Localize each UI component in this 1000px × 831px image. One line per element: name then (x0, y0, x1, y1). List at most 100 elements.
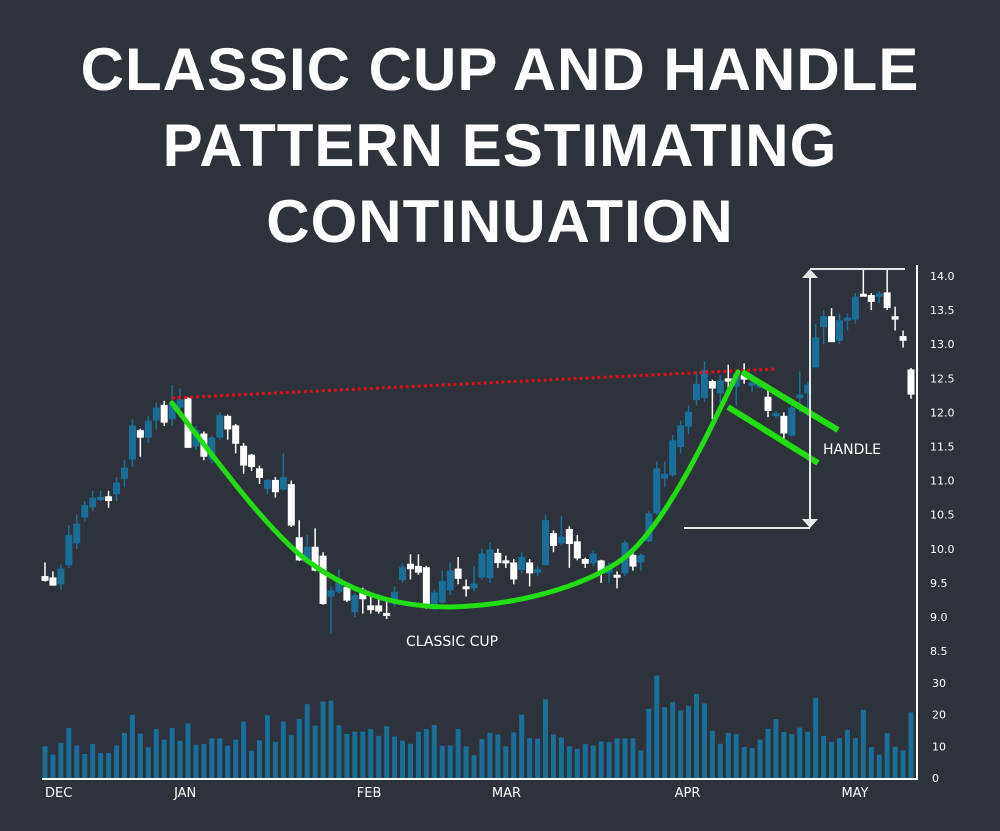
month-label: FEB (357, 786, 382, 801)
candle (629, 552, 637, 571)
candle (240, 443, 248, 474)
candle (287, 480, 295, 527)
candle (327, 586, 335, 635)
volume-bar (749, 748, 755, 778)
candle-body (152, 407, 160, 421)
candle-body (287, 484, 295, 526)
candle (700, 361, 708, 403)
candle (549, 530, 557, 553)
candle (208, 435, 216, 464)
candle-body (414, 565, 422, 573)
volume-bar (511, 732, 517, 778)
price-tick: 13.5 (930, 304, 955, 317)
candle-body (534, 569, 542, 573)
volume-bar (892, 746, 898, 778)
candle-body (176, 399, 184, 408)
candle (692, 371, 700, 406)
candle (653, 461, 661, 515)
volume-bar (288, 735, 294, 778)
candle-body (232, 425, 240, 444)
volume-tick-labels: 30 20 10 0 (932, 677, 946, 785)
volume-bar (662, 706, 668, 778)
volume-bar (805, 731, 811, 778)
candle (454, 556, 462, 585)
volume-bar (598, 741, 604, 778)
candle (263, 479, 271, 495)
candle-body (478, 553, 486, 578)
candle-body (279, 477, 287, 490)
candle-body (144, 420, 152, 438)
candle-body (891, 316, 899, 320)
volume-bar (821, 735, 827, 778)
handle-label: HANDLE (823, 442, 881, 458)
volume-tick: 30 (932, 677, 946, 690)
candle (438, 570, 446, 604)
month-label: APR (675, 786, 701, 801)
candle-body (446, 570, 454, 591)
volume-bar (376, 735, 382, 778)
volume-bar (368, 728, 374, 778)
candle-body (81, 505, 89, 518)
price-tick: 12.5 (930, 372, 955, 385)
candle (105, 490, 113, 508)
volume-bar (646, 708, 652, 778)
volume-bar (304, 704, 310, 778)
volume-bar (678, 710, 684, 778)
candle-body (835, 320, 843, 341)
volume-bar (74, 745, 80, 778)
volume-bar (257, 740, 263, 778)
candle (772, 411, 780, 418)
candle-body (597, 560, 605, 574)
candle-body (335, 578, 343, 592)
volume-bar (606, 742, 612, 778)
candle (383, 598, 391, 620)
volume-bar (630, 738, 636, 778)
volume-bar (566, 746, 572, 778)
candle-body (899, 336, 907, 341)
candle-body (359, 589, 367, 600)
volume-bar (328, 700, 334, 778)
candle-body (343, 586, 351, 601)
volume-bar (550, 734, 556, 778)
candle-body (263, 479, 271, 489)
candle (144, 415, 152, 444)
candle-body (160, 404, 168, 423)
volume-bar (558, 737, 564, 778)
volume-bar (900, 750, 906, 778)
volume-bar (98, 752, 104, 778)
candle (216, 412, 224, 440)
candle (49, 571, 57, 586)
candle (113, 477, 121, 502)
candle-body (422, 567, 430, 608)
candle (685, 405, 693, 435)
volume-tick: 10 (932, 740, 946, 753)
candle-body (49, 577, 57, 586)
candle-body (120, 467, 128, 480)
candle (859, 269, 867, 297)
candle-body (113, 482, 121, 495)
candle (271, 477, 279, 498)
candle-body (510, 562, 518, 580)
candle-body (804, 384, 812, 394)
volume-bar (813, 697, 819, 778)
volume-bar (233, 739, 239, 778)
volume-bar (177, 740, 183, 778)
candle (843, 313, 851, 331)
candle-body (740, 374, 748, 380)
volume-bar (400, 740, 406, 778)
volume-bar (407, 743, 413, 778)
volume-bar (161, 739, 167, 778)
candle-body (526, 562, 534, 574)
volume-bar (423, 728, 429, 778)
volume-bar (121, 732, 127, 778)
volume-bar (392, 736, 398, 778)
candle-body (637, 554, 645, 563)
candle-body (462, 586, 470, 590)
candle (248, 454, 256, 472)
candle-body (589, 553, 597, 564)
candle (907, 368, 915, 399)
candle-body (105, 496, 113, 502)
candle-body (867, 295, 875, 302)
candle-body (192, 430, 200, 447)
candle (65, 524, 73, 568)
